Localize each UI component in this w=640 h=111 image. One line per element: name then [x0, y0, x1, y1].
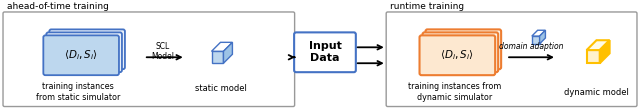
Text: Input
Data: Input Data	[308, 42, 341, 63]
FancyBboxPatch shape	[426, 29, 501, 69]
Text: static model: static model	[195, 84, 246, 93]
Text: dynamic model: dynamic model	[564, 88, 629, 97]
Text: ahead-of-time training: ahead-of-time training	[6, 2, 108, 11]
FancyBboxPatch shape	[420, 35, 495, 75]
Text: $\langle D_i, S_i \rangle$: $\langle D_i, S_i \rangle$	[64, 48, 98, 62]
FancyBboxPatch shape	[3, 12, 294, 107]
Polygon shape	[587, 40, 610, 50]
Polygon shape	[223, 42, 232, 63]
Polygon shape	[212, 42, 232, 51]
Polygon shape	[532, 36, 540, 44]
Polygon shape	[212, 51, 223, 63]
Text: SCL
Model: SCL Model	[151, 42, 174, 61]
FancyBboxPatch shape	[44, 35, 119, 75]
Polygon shape	[600, 40, 610, 63]
Text: runtime training: runtime training	[390, 2, 464, 11]
Text: training instances
from static simulator: training instances from static simulator	[36, 82, 120, 102]
Text: training instances from
dynamic simulator: training instances from dynamic simulato…	[408, 82, 501, 102]
Polygon shape	[540, 30, 545, 44]
Polygon shape	[532, 30, 545, 36]
Polygon shape	[587, 50, 600, 63]
Text: $\langle D_i, S_i \rangle$: $\langle D_i, S_i \rangle$	[440, 48, 474, 62]
Text: domain adaption: domain adaption	[499, 42, 563, 51]
FancyBboxPatch shape	[46, 32, 122, 72]
FancyBboxPatch shape	[386, 12, 637, 107]
FancyBboxPatch shape	[422, 32, 498, 72]
FancyBboxPatch shape	[294, 32, 356, 72]
FancyBboxPatch shape	[49, 29, 125, 69]
